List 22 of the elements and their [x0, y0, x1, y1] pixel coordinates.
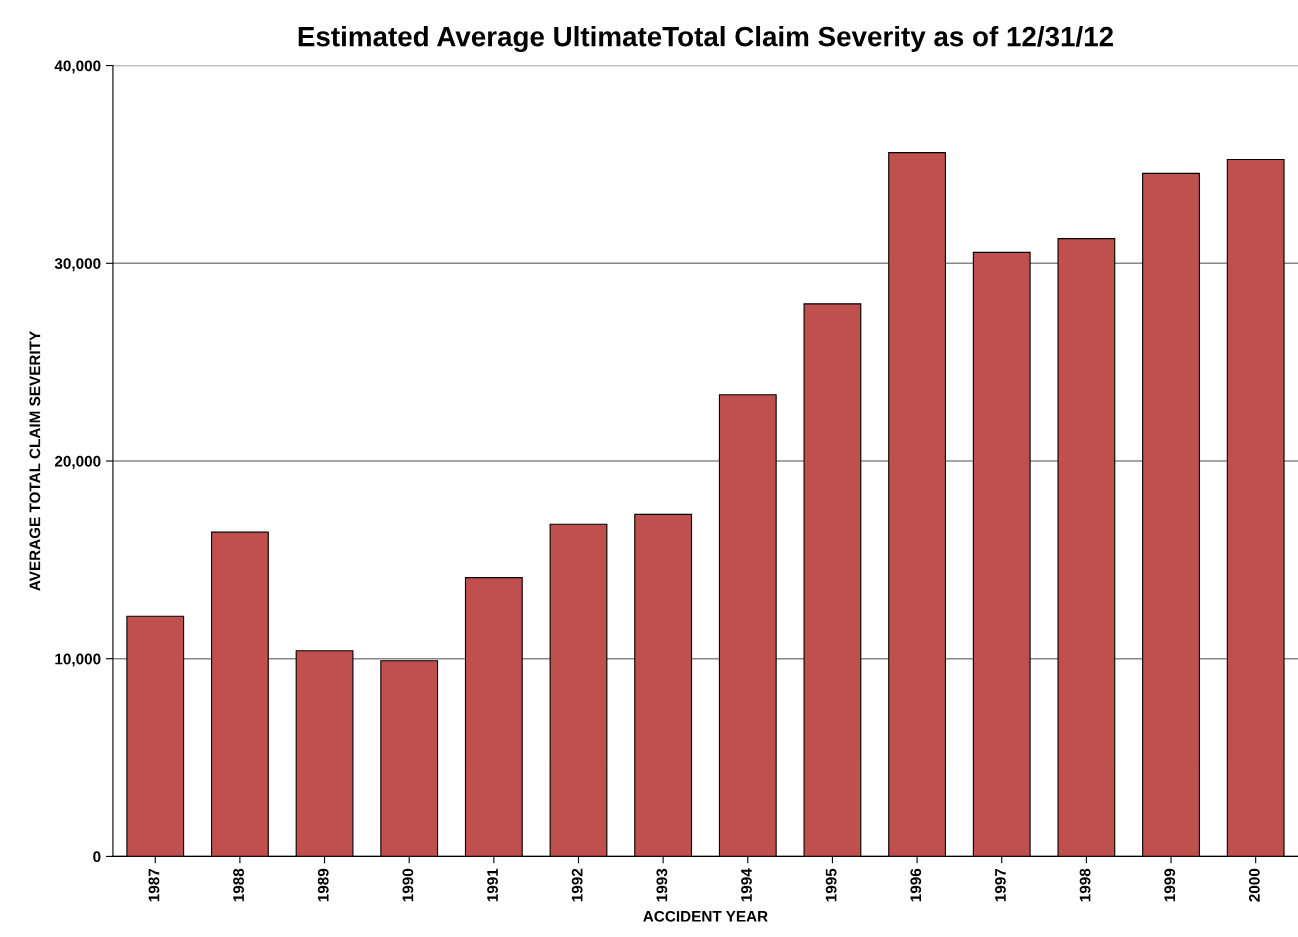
x-tick-label: 1992	[571, 868, 583, 902]
x-tick-label: 1987	[148, 868, 160, 902]
chart-title: Estimated Average UltimateTotal Claim Severity as of 12/31/12	[298, 26, 1113, 53]
x-tick-label: 1994	[741, 868, 752, 902]
x-tick-label: 1989	[317, 868, 329, 902]
x-tick-label: 1998	[1079, 868, 1091, 902]
x-tick-label: 1993	[656, 868, 668, 902]
x-tick-label: 1996	[910, 868, 922, 902]
y-tick-label: 0	[93, 851, 101, 863]
x-tick-label: 1999	[1164, 868, 1176, 902]
x-tick-label: 2000	[1248, 868, 1260, 902]
y-tick-label: 10,000	[55, 653, 101, 667]
x-tick-label: 1991	[487, 868, 498, 902]
x-tick-label: 1995	[825, 868, 837, 902]
y-tick-label: 30,000	[54, 258, 101, 272]
y-tick-label: 20,000	[54, 455, 101, 469]
x-axis-title: ACCIDENT YEAR	[643, 910, 768, 922]
x-tick-label: 1997	[995, 868, 1006, 902]
x-tick-label: 1988	[233, 868, 244, 902]
x-tick-label: 1990	[402, 868, 414, 902]
y-axis-title: AVERAGE TOTAL CLAIM SEVERITY	[29, 331, 41, 591]
y-tick-label: 40,000	[54, 60, 101, 74]
